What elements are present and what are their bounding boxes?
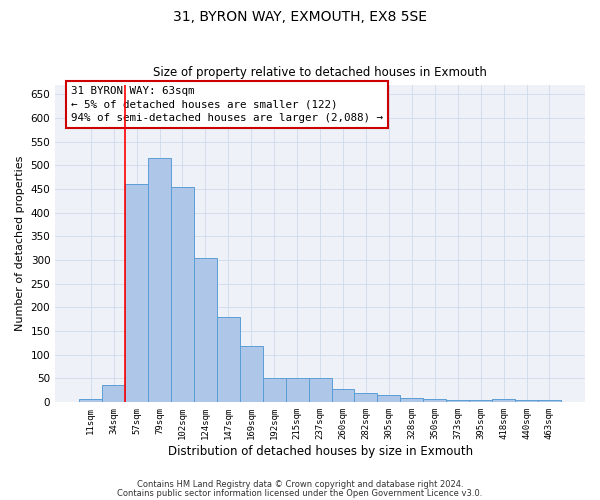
Bar — [171, 186, 194, 402]
Bar — [148, 158, 171, 402]
Bar — [125, 184, 148, 402]
Bar — [194, 258, 217, 402]
Bar — [400, 398, 423, 402]
Bar — [79, 400, 102, 402]
Text: Contains HM Land Registry data © Crown copyright and database right 2024.: Contains HM Land Registry data © Crown c… — [137, 480, 463, 489]
X-axis label: Distribution of detached houses by size in Exmouth: Distribution of detached houses by size … — [167, 444, 473, 458]
Bar — [423, 400, 446, 402]
Bar — [240, 346, 263, 402]
Bar — [469, 400, 492, 402]
Bar — [263, 378, 286, 402]
Bar — [102, 386, 125, 402]
Bar — [355, 394, 377, 402]
Bar — [308, 378, 332, 402]
Bar — [446, 400, 469, 402]
Bar — [377, 395, 400, 402]
Bar — [515, 400, 538, 402]
Bar — [217, 316, 240, 402]
Text: 31 BYRON WAY: 63sqm
← 5% of detached houses are smaller (122)
94% of semi-detach: 31 BYRON WAY: 63sqm ← 5% of detached hou… — [71, 86, 383, 123]
Bar — [538, 400, 561, 402]
Bar — [286, 378, 308, 402]
Text: 31, BYRON WAY, EXMOUTH, EX8 5SE: 31, BYRON WAY, EXMOUTH, EX8 5SE — [173, 10, 427, 24]
Bar — [332, 388, 355, 402]
Y-axis label: Number of detached properties: Number of detached properties — [15, 156, 25, 331]
Text: Contains public sector information licensed under the Open Government Licence v3: Contains public sector information licen… — [118, 489, 482, 498]
Title: Size of property relative to detached houses in Exmouth: Size of property relative to detached ho… — [153, 66, 487, 80]
Bar — [492, 400, 515, 402]
